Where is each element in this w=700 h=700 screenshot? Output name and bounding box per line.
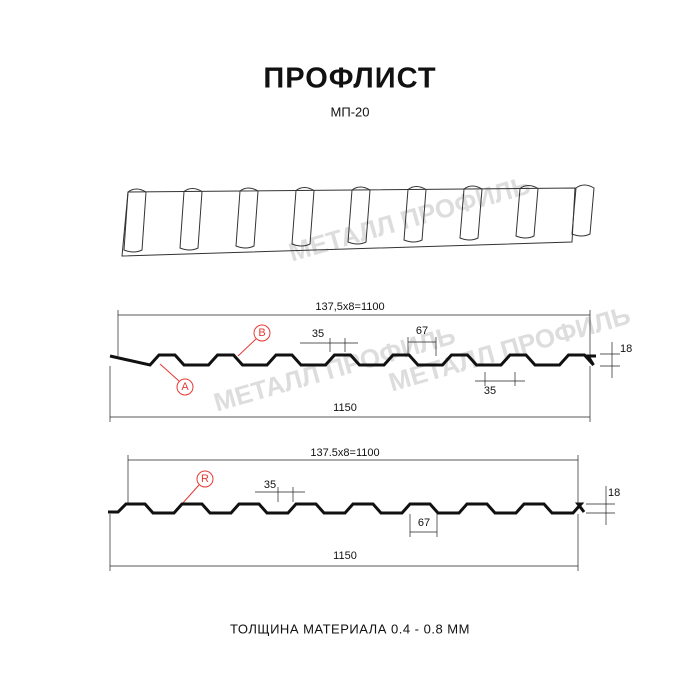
dimension-line [117, 310, 591, 356]
title: ПРОФЛИСТ [263, 63, 436, 95]
rib-bottom-label: 67 [416, 325, 428, 337]
sheet-rib [571, 184, 595, 237]
rib-label: 35 [484, 385, 496, 397]
marker-label: R [201, 473, 209, 485]
subtitle: МП-20 [331, 104, 370, 119]
dimension-line [407, 337, 437, 356]
leader [159, 363, 180, 382]
profile-line [108, 502, 586, 515]
sheet-rib [235, 187, 259, 249]
profile-line [109, 353, 596, 367]
height-label: 18 [608, 487, 620, 499]
marker [176, 378, 194, 396]
width-label: 1150 [333, 550, 357, 562]
dimension-line [109, 514, 579, 571]
marker [253, 324, 271, 342]
sheet-rib [459, 185, 483, 241]
sheet-rib [403, 186, 427, 243]
width-label: 1150 [333, 402, 357, 414]
profile-1: 137,5х8=1100 35 67 18 1150 35 B A [109, 301, 632, 422]
watermark: МЕТАЛЛ ПРОФИЛЬ [285, 170, 533, 268]
height-label: 18 [620, 343, 632, 355]
rib-top-label: 35 [312, 328, 324, 340]
sheet-rib [515, 185, 539, 239]
sheet-rib [123, 188, 147, 253]
leader [181, 484, 200, 505]
dimension-line [255, 487, 305, 502]
sheet-rib [347, 186, 371, 245]
marker [196, 470, 214, 488]
sheet-rib [291, 187, 315, 247]
rib-top-label: 35 [264, 479, 276, 491]
dimension-line [127, 455, 579, 504]
rib-bottom-label: 67 [418, 517, 430, 529]
dimension-line [475, 372, 525, 386]
footer: ТОЛЩИНА МАТЕРИАЛА 0.4 - 0.8 ММ [230, 621, 470, 636]
marker-label: B [258, 327, 265, 339]
dimension-line [409, 514, 438, 537]
sheet-rib [179, 188, 203, 251]
sheet-3d [121, 184, 595, 257]
span-label: 137.5х8=1100 [310, 447, 379, 459]
dimension-line [109, 366, 591, 422]
dimension-line [300, 338, 358, 352]
marker-label: A [181, 381, 189, 393]
dimension-line [586, 486, 615, 525]
leader [237, 338, 257, 357]
span-label: 137,5х8=1100 [315, 301, 384, 313]
profile-2: 137.5х8=1100 35 67 18 1150 R [108, 447, 620, 571]
dimension-line [600, 342, 620, 378]
